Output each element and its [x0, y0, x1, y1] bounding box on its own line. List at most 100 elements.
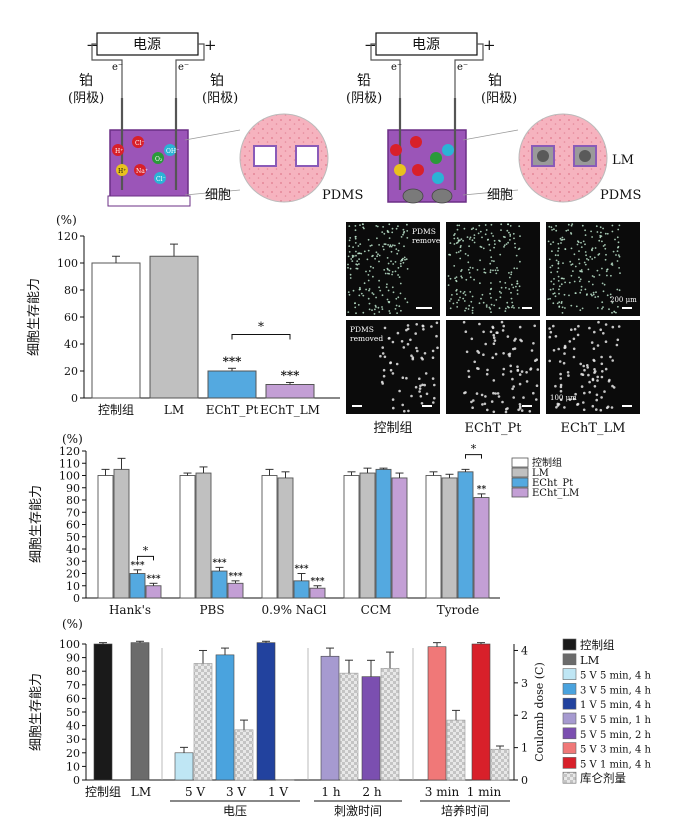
cell-dot	[495, 272, 498, 275]
significance-label: ***	[228, 572, 242, 582]
cell-dot	[597, 320, 600, 324]
legend-swatch	[562, 638, 577, 651]
bar-LM	[359, 472, 376, 599]
cell-dot	[410, 354, 413, 358]
ion-label: Cl⁻	[135, 140, 145, 147]
cell-dot	[563, 238, 566, 241]
cell-dot	[486, 368, 489, 372]
y-tick-label: 10	[66, 580, 80, 593]
cell-dot	[580, 289, 583, 291]
x-tick-label: 控制组	[98, 403, 134, 417]
cell-dot	[593, 368, 596, 371]
significance-bracket	[465, 454, 482, 459]
cell-dot	[588, 280, 590, 283]
pdms-label: PDMS	[600, 188, 641, 203]
cell-dot	[392, 406, 395, 410]
bar-ECht_Pt	[211, 570, 228, 599]
cell-dot	[348, 239, 351, 242]
cell-dot	[602, 245, 605, 247]
cell-dot	[421, 324, 425, 328]
lm-label: LM	[612, 153, 634, 168]
cell-dot	[358, 294, 361, 297]
cell-dot	[462, 239, 464, 242]
cell-dot	[605, 270, 608, 273]
cell-dot	[528, 410, 532, 413]
y-tick-label: 20	[66, 568, 80, 581]
cell-dot	[611, 359, 614, 362]
cell-dot	[390, 245, 393, 248]
y-tick-label: 50	[66, 706, 80, 719]
cell-dot	[392, 263, 395, 265]
cell-dot	[493, 260, 495, 263]
cell-dot	[369, 265, 372, 268]
cell-dot	[478, 322, 481, 326]
cell-dot	[558, 360, 562, 363]
significance-label: ***	[281, 368, 301, 382]
cell-dot	[557, 247, 560, 250]
cell-dot	[480, 393, 484, 397]
cell-dot	[357, 245, 360, 247]
cell-dot	[514, 246, 517, 249]
cell-dot	[396, 331, 400, 335]
cell-dot	[393, 244, 396, 247]
cell-dot	[488, 306, 491, 309]
cell-dot	[362, 223, 364, 226]
cell-dot	[465, 278, 468, 281]
cell-dot	[484, 233, 487, 236]
cell-dot	[484, 224, 487, 226]
cell-dot	[457, 299, 460, 301]
cell-dot	[406, 342, 410, 346]
cell-dot	[349, 273, 352, 276]
cell-dot	[423, 352, 427, 355]
cell-dot	[481, 236, 483, 239]
micrograph-caption: EChT_LM	[561, 421, 626, 436]
cell-dot	[397, 249, 400, 252]
cell-dot	[490, 287, 493, 290]
cell-dot	[495, 299, 498, 301]
cell-dot	[508, 272, 510, 274]
cell-dot	[404, 297, 407, 300]
cell-dot	[557, 347, 560, 351]
legend-label: 控制组	[532, 456, 562, 469]
cell-dot	[573, 327, 577, 331]
cell-dot	[370, 244, 373, 247]
cell-dot	[378, 286, 380, 289]
legend-label: 5 V 5 min, 1 h	[580, 715, 652, 726]
bar-LM	[149, 255, 199, 399]
cell-dot	[571, 263, 574, 265]
cell-dot	[368, 308, 371, 311]
cell-dot	[606, 294, 609, 297]
cell-dot	[588, 326, 591, 330]
cell-dot	[601, 282, 604, 285]
y-tick-label: 10	[66, 760, 80, 773]
cell-dot	[450, 298, 452, 300]
cell-dot	[480, 297, 482, 300]
bar-ECht_LM	[145, 585, 162, 599]
schematic-left: − + 电源 e⁻ e⁻ 铂 (阴极) 铂 (阳极) H⁺ Cl⁻ O₂ OH⁻…	[68, 32, 363, 207]
cell-dot	[518, 247, 521, 250]
cell-dot	[563, 406, 566, 409]
cell-dot	[578, 262, 581, 265]
cell-dot	[448, 300, 451, 302]
bar-ECht_Pt	[457, 471, 474, 599]
cell-dot	[585, 254, 587, 257]
bar-dose	[490, 748, 510, 781]
cell-dot	[354, 225, 357, 227]
cell-dot	[382, 374, 386, 378]
cell-dot	[398, 276, 401, 278]
cell-dot	[573, 280, 576, 283]
cell-dot	[492, 379, 496, 382]
bar-LM	[195, 472, 212, 599]
cell-dot	[378, 279, 380, 282]
cell-dot	[575, 305, 578, 308]
cell-dot	[383, 326, 387, 330]
wire-left	[91, 43, 123, 100]
cell-dot	[453, 237, 456, 240]
cell-dot	[354, 242, 357, 244]
cell-dot	[601, 301, 604, 304]
cell-dot	[551, 250, 553, 253]
cell-dot	[604, 232, 607, 235]
cell-dot	[617, 254, 620, 256]
cell-dot	[596, 231, 599, 233]
significance-label: ***	[294, 565, 308, 575]
